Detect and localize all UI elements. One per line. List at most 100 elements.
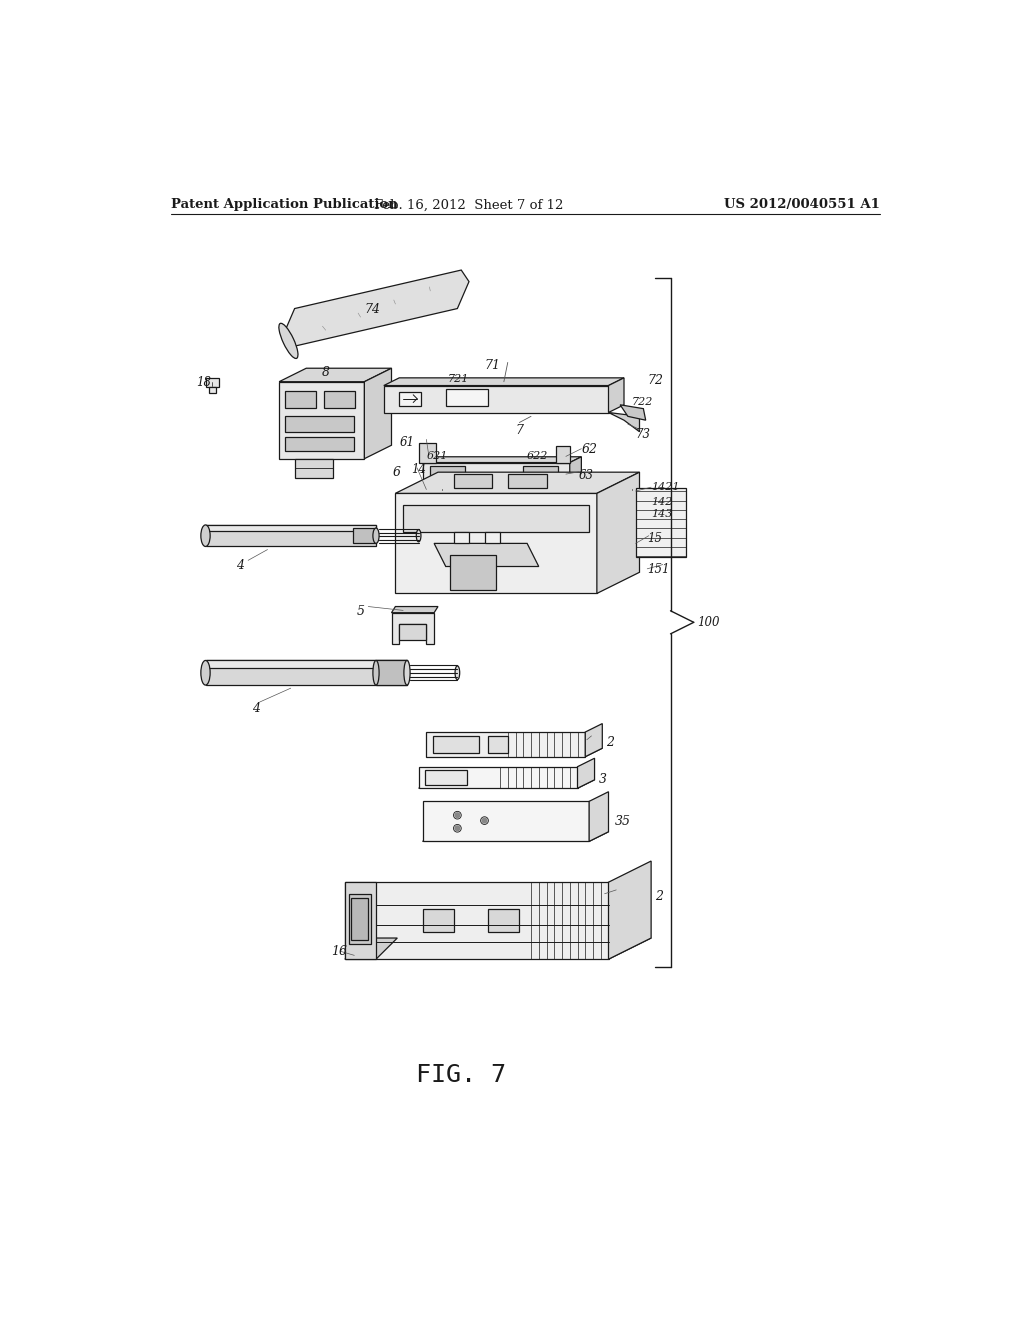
Ellipse shape	[201, 660, 210, 685]
Text: FIG. 7: FIG. 7	[416, 1063, 506, 1088]
Ellipse shape	[455, 665, 460, 680]
Polygon shape	[395, 473, 640, 494]
Text: 16: 16	[331, 945, 347, 958]
Polygon shape	[206, 525, 376, 531]
Polygon shape	[419, 444, 436, 462]
Polygon shape	[324, 391, 355, 408]
Polygon shape	[295, 459, 334, 478]
Polygon shape	[399, 624, 426, 640]
Text: US 2012/0040551 A1: US 2012/0040551 A1	[724, 198, 880, 211]
Text: 7: 7	[515, 424, 523, 437]
Text: 74: 74	[365, 304, 380, 317]
Polygon shape	[589, 792, 608, 841]
Text: 18: 18	[197, 376, 211, 389]
Text: 3: 3	[598, 774, 606, 785]
Polygon shape	[286, 391, 316, 408]
Text: 142: 142	[651, 498, 673, 507]
Polygon shape	[523, 466, 558, 480]
Polygon shape	[376, 660, 407, 685]
Text: 8: 8	[322, 367, 330, 379]
Text: 73: 73	[636, 428, 650, 441]
Polygon shape	[450, 554, 496, 590]
Text: 61: 61	[399, 436, 415, 449]
Text: 62: 62	[582, 444, 597, 457]
Polygon shape	[569, 457, 582, 486]
Polygon shape	[352, 528, 376, 544]
Polygon shape	[391, 607, 438, 612]
Circle shape	[481, 817, 487, 824]
Polygon shape	[423, 457, 582, 462]
Polygon shape	[586, 723, 602, 756]
Polygon shape	[206, 660, 407, 668]
Polygon shape	[351, 898, 369, 940]
Polygon shape	[419, 780, 595, 788]
Polygon shape	[403, 506, 589, 532]
Ellipse shape	[279, 323, 298, 359]
Polygon shape	[636, 487, 686, 557]
Polygon shape	[488, 909, 519, 932]
Polygon shape	[345, 882, 608, 960]
Text: 63: 63	[579, 469, 594, 482]
Polygon shape	[384, 385, 608, 412]
Text: 4: 4	[252, 702, 260, 715]
Text: 14: 14	[411, 462, 426, 475]
Polygon shape	[430, 466, 465, 480]
Polygon shape	[556, 446, 569, 462]
Polygon shape	[209, 387, 216, 393]
Polygon shape	[345, 939, 397, 960]
Polygon shape	[425, 770, 467, 785]
Text: 621: 621	[426, 451, 447, 461]
Polygon shape	[432, 737, 479, 752]
Polygon shape	[391, 612, 434, 644]
Text: 5: 5	[356, 605, 365, 618]
Polygon shape	[349, 894, 371, 944]
Text: 1421: 1421	[651, 482, 680, 492]
Polygon shape	[365, 368, 391, 459]
Polygon shape	[423, 801, 589, 841]
Polygon shape	[283, 271, 469, 347]
Text: 72: 72	[647, 374, 664, 387]
Polygon shape	[484, 532, 500, 544]
Polygon shape	[597, 473, 640, 594]
Polygon shape	[454, 532, 469, 544]
Polygon shape	[426, 748, 602, 756]
Polygon shape	[488, 737, 508, 752]
Polygon shape	[608, 378, 624, 412]
Text: 721: 721	[447, 374, 469, 384]
Polygon shape	[608, 412, 640, 432]
Polygon shape	[206, 525, 376, 546]
Text: 71: 71	[484, 359, 501, 372]
Text: Patent Application Publication: Patent Application Publication	[171, 198, 397, 211]
Text: 15: 15	[647, 532, 663, 545]
Polygon shape	[454, 474, 493, 488]
Polygon shape	[434, 544, 539, 566]
Polygon shape	[280, 381, 365, 459]
Polygon shape	[286, 416, 353, 432]
Polygon shape	[280, 368, 391, 381]
Text: Feb. 16, 2012  Sheet 7 of 12: Feb. 16, 2012 Sheet 7 of 12	[375, 198, 563, 211]
Polygon shape	[206, 378, 219, 387]
Polygon shape	[345, 882, 376, 960]
Text: 722: 722	[632, 397, 653, 407]
Ellipse shape	[201, 525, 210, 546]
Polygon shape	[419, 767, 578, 788]
Circle shape	[455, 825, 461, 832]
Polygon shape	[384, 378, 624, 385]
Polygon shape	[445, 389, 488, 407]
Polygon shape	[578, 758, 595, 788]
Ellipse shape	[417, 529, 421, 543]
Polygon shape	[399, 392, 421, 405]
Polygon shape	[423, 832, 608, 841]
Text: 35: 35	[614, 816, 631, 828]
Text: 143: 143	[651, 508, 673, 519]
Polygon shape	[508, 474, 547, 488]
Ellipse shape	[373, 660, 379, 685]
Polygon shape	[345, 939, 651, 960]
Polygon shape	[426, 733, 586, 756]
Text: 4: 4	[237, 558, 245, 572]
Polygon shape	[608, 861, 651, 960]
Text: 151: 151	[647, 562, 670, 576]
Ellipse shape	[373, 528, 379, 544]
Polygon shape	[621, 405, 646, 420]
Text: 6: 6	[393, 466, 401, 479]
